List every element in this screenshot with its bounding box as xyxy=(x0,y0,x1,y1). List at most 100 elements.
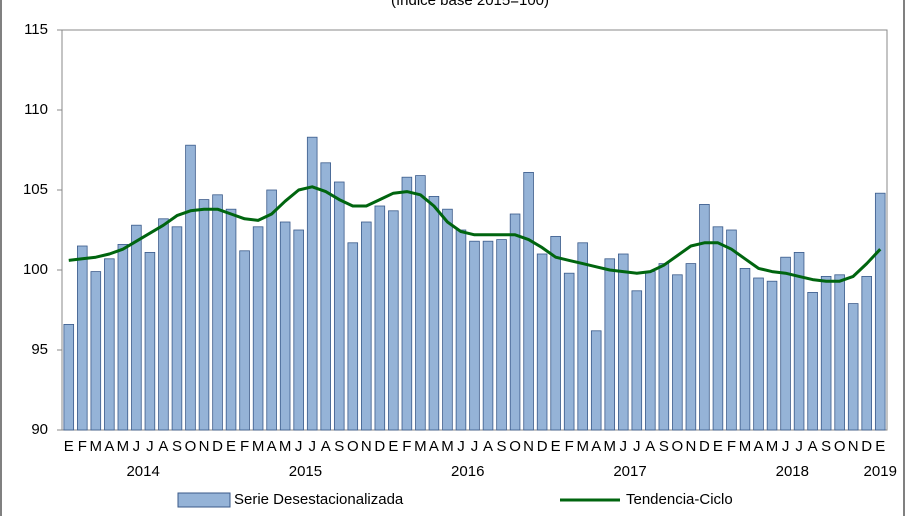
x-tick-label: D xyxy=(212,438,223,455)
bar xyxy=(672,274,683,431)
x-tick-label: A xyxy=(267,438,277,455)
year-label: 2017 xyxy=(613,463,646,480)
bar xyxy=(550,235,561,431)
bar xyxy=(496,239,507,431)
x-tick-label: N xyxy=(848,438,859,455)
x-tick-label: D xyxy=(537,438,548,455)
x-tick-label: A xyxy=(321,438,331,455)
bar xyxy=(252,226,264,431)
x-tick-label: J xyxy=(782,438,790,455)
bar xyxy=(374,205,386,431)
bar xyxy=(90,271,102,431)
legend-label: Serie Desestacionalizada xyxy=(234,491,404,508)
x-tick-label: J xyxy=(308,438,316,455)
y-tick-label: 105 xyxy=(23,181,48,198)
bar xyxy=(726,229,737,431)
x-tick-label: E xyxy=(713,438,723,455)
x-tick-label: A xyxy=(645,438,655,455)
bar xyxy=(874,192,886,431)
x-tick-label: E xyxy=(875,438,885,455)
bar xyxy=(144,251,156,431)
bar xyxy=(590,330,602,431)
bar xyxy=(631,290,643,431)
x-tick-label: E xyxy=(226,438,236,455)
x-tick-label: A xyxy=(158,438,168,455)
x-tick-label: D xyxy=(861,438,872,455)
bar xyxy=(834,274,845,431)
x-tick-label: A xyxy=(483,438,493,455)
trend-line xyxy=(68,185,882,283)
x-tick-label: A xyxy=(591,438,601,455)
y-tick-label: 115 xyxy=(24,21,48,38)
bar xyxy=(104,258,115,431)
bar xyxy=(793,251,805,431)
y-tick-label: 90 xyxy=(31,421,48,438)
x-tick-label: S xyxy=(334,438,344,455)
bar xyxy=(333,181,345,431)
bar xyxy=(739,267,751,431)
x-tick-label: F xyxy=(727,438,736,455)
bar xyxy=(117,243,129,431)
x-tick-label: M xyxy=(90,438,103,455)
bar xyxy=(509,213,521,431)
bar xyxy=(685,263,697,431)
x-tick-label: S xyxy=(659,438,669,455)
bar xyxy=(131,224,142,431)
bar xyxy=(306,136,318,431)
y-tick-label: 110 xyxy=(24,101,48,118)
year-label: 2019 xyxy=(864,463,897,480)
x-tick-label: J xyxy=(633,438,641,455)
bar xyxy=(847,303,859,431)
bar xyxy=(212,194,223,431)
bar xyxy=(401,176,413,431)
bar xyxy=(77,245,88,431)
x-tick-label: A xyxy=(754,438,764,455)
x-tick-label: N xyxy=(199,438,210,455)
bar xyxy=(766,280,778,431)
x-tick-label: S xyxy=(821,438,831,455)
x-tick-label: M xyxy=(117,438,130,455)
bar xyxy=(171,226,183,431)
bar xyxy=(577,242,588,431)
bar xyxy=(320,162,331,431)
bar xyxy=(753,277,764,431)
x-tick-label: A xyxy=(429,438,439,455)
x-tick-label: N xyxy=(361,438,372,455)
year-label: 2016 xyxy=(451,463,484,480)
bar xyxy=(712,226,724,431)
x-tick-label: D xyxy=(374,438,385,455)
x-tick-label: A xyxy=(808,438,818,455)
legend-swatch xyxy=(177,492,231,508)
x-tick-label: F xyxy=(78,438,87,455)
x-tick-label: M xyxy=(766,438,779,455)
y-tick-label: 95 xyxy=(31,341,48,358)
x-tick-label: E xyxy=(64,438,74,455)
x-tick-label: M xyxy=(576,438,589,455)
bar xyxy=(415,175,426,431)
bar xyxy=(523,171,534,431)
bar xyxy=(482,240,494,431)
x-tick-label: O xyxy=(834,438,846,455)
x-tick-label: S xyxy=(497,438,507,455)
x-tick-label: O xyxy=(185,438,197,455)
bar xyxy=(361,221,372,431)
x-tick-label: M xyxy=(603,438,616,455)
bar xyxy=(388,210,399,431)
bar xyxy=(780,256,791,431)
bar xyxy=(198,199,210,431)
x-tick-label: J xyxy=(133,438,141,455)
bar xyxy=(63,323,75,431)
x-tick-label: E xyxy=(388,438,398,455)
x-tick-label: F xyxy=(565,438,574,455)
year-label: 2014 xyxy=(126,463,159,480)
x-tick-label: F xyxy=(402,438,411,455)
x-tick-label: N xyxy=(685,438,696,455)
x-tick-label: S xyxy=(172,438,182,455)
x-tick-label: E xyxy=(551,438,561,455)
bar xyxy=(469,240,480,431)
x-tick-label: O xyxy=(347,438,359,455)
bar xyxy=(158,218,169,431)
bar xyxy=(861,275,872,431)
x-tick-label: N xyxy=(523,438,534,455)
bar xyxy=(807,291,818,431)
